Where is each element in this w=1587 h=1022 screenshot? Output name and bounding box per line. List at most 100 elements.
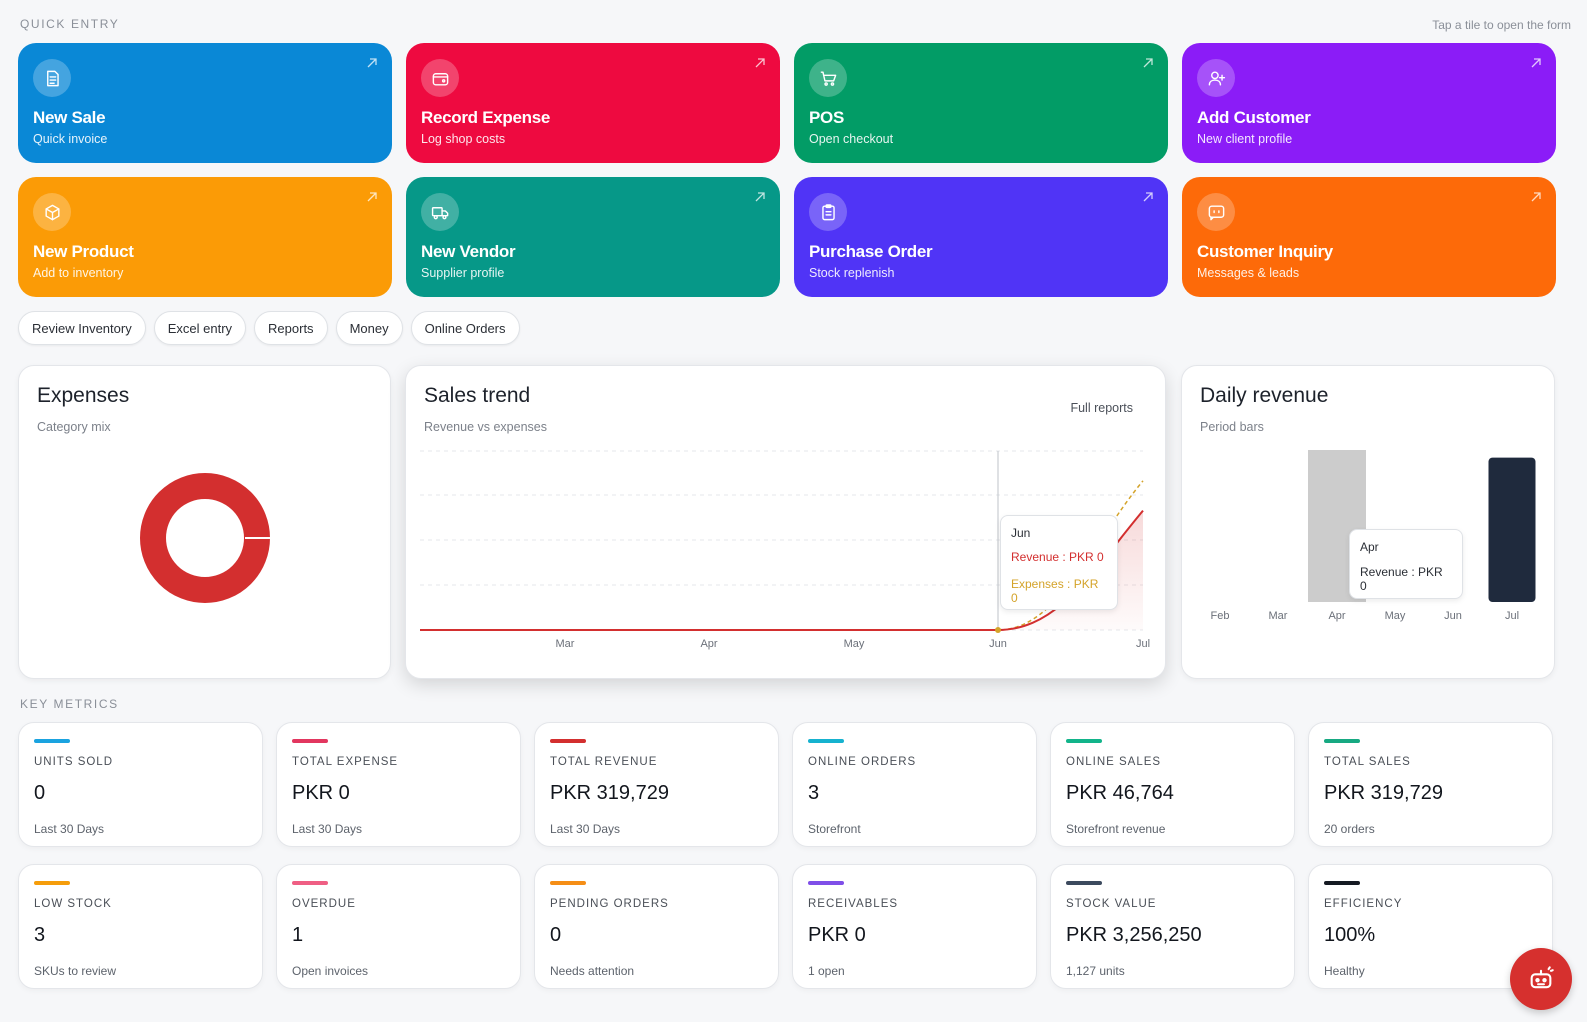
metric-value: PKR 0 bbox=[808, 924, 866, 946]
daily-revenue-title: Daily revenue bbox=[1200, 384, 1329, 407]
metric-card-low-stock: LOW STOCK 3 SKUs to review bbox=[18, 864, 263, 989]
metric-label: PENDING ORDERS bbox=[550, 898, 669, 910]
tile-subtitle: Stock replenish bbox=[809, 266, 895, 280]
daily-revenue-chart: Feb Mar Apr May Jun Jul bbox=[1211, 450, 1536, 622]
sales-trend-title: Sales trend bbox=[424, 384, 531, 407]
quick-tile-customer-inquiry[interactable]: Customer Inquiry Messages & leads bbox=[1182, 177, 1556, 297]
metric-card-overdue: OVERDUE 1 Open invoices bbox=[276, 864, 521, 989]
metric-card-pending-orders: PENDING ORDERS 0 Needs attention bbox=[534, 864, 779, 989]
tile-subtitle: Log shop costs bbox=[421, 132, 506, 146]
arrow-up-right-icon bbox=[1143, 192, 1153, 202]
metric-accent-bar bbox=[550, 881, 586, 885]
daily-revenue-tooltip: Apr Revenue : PKR 0 bbox=[1349, 529, 1463, 599]
x-tick-label: Mar bbox=[556, 638, 575, 650]
robot-icon bbox=[1530, 966, 1554, 989]
metric-footnote: Last 30 Days bbox=[34, 822, 105, 836]
quick-tile-add-customer[interactable]: Add Customer New client profile bbox=[1182, 43, 1556, 163]
x-tick-label: May bbox=[844, 638, 865, 650]
metric-value: 3 bbox=[34, 924, 46, 946]
tooltip-expenses: Expenses : PKR 0 bbox=[1011, 577, 1099, 605]
assistant-bot-button[interactable] bbox=[1510, 948, 1572, 1010]
daily-bar[interactable] bbox=[1488, 457, 1536, 602]
tile-subtitle: Supplier profile bbox=[421, 266, 505, 280]
quick-tile-record-expense[interactable]: Record Expense Log shop costs bbox=[406, 43, 780, 163]
metric-card-total-sales: TOTAL SALES PKR 319,729 20 orders bbox=[1308, 722, 1553, 847]
metric-footnote: Needs attention bbox=[550, 964, 635, 978]
truck-icon bbox=[421, 193, 459, 231]
arrow-up-right-icon bbox=[367, 58, 377, 68]
metric-card-total-expense: TOTAL EXPENSE PKR 0 Last 30 Days bbox=[276, 722, 521, 847]
quick-entry-hint: Tap a tile to open the form bbox=[1432, 18, 1571, 32]
metric-accent-bar bbox=[1066, 881, 1102, 885]
sales-trend-tooltip: Jun Revenue : PKR 0 Expenses : PKR 0 bbox=[1000, 515, 1118, 610]
metric-label: EFFICIENCY bbox=[1324, 898, 1403, 910]
metric-footnote: Storefront bbox=[808, 822, 861, 836]
quick-entry-heading: QUICK ENTRY bbox=[20, 17, 120, 31]
metric-accent-bar bbox=[1324, 881, 1360, 885]
metric-footnote: 1,127 units bbox=[1066, 964, 1125, 978]
quick-tile-pos[interactable]: POS Open checkout bbox=[794, 43, 1168, 163]
metric-value: PKR 46,764 bbox=[1066, 782, 1174, 804]
expenses-title: Expenses bbox=[37, 384, 130, 407]
tooltip-month: Jun bbox=[1011, 526, 1031, 540]
metric-footnote: Last 30 Days bbox=[550, 822, 621, 836]
tile-title: Add Customer bbox=[1197, 108, 1311, 127]
x-tick-label: Mar bbox=[1269, 610, 1288, 622]
quick-tile-purchase-order[interactable]: Purchase Order Stock replenish bbox=[794, 177, 1168, 297]
metric-accent-bar bbox=[34, 739, 70, 743]
shortcut-money[interactable]: Money bbox=[335, 311, 403, 345]
metric-footnote: Last 30 Days bbox=[292, 822, 363, 836]
arrow-up-right-icon bbox=[1531, 58, 1541, 68]
metric-label: TOTAL SALES bbox=[1324, 756, 1411, 768]
metric-value: PKR 319,729 bbox=[550, 782, 669, 804]
key-metrics-grid: UNITS SOLD 0 Last 30 Days TOTAL EXPENSE PKR … bbox=[18, 722, 1553, 989]
daily-revenue-card: Daily revenue Period bars Feb Mar Apr May Ju… bbox=[1181, 365, 1555, 679]
metric-card-total-revenue: TOTAL REVENUE PKR 319,729 Last 30 Days bbox=[534, 722, 779, 847]
expenses-donut-chart bbox=[140, 473, 271, 603]
tile-subtitle: Add to inventory bbox=[33, 266, 124, 280]
shortcut-online-orders[interactable]: Online Orders bbox=[410, 311, 520, 345]
metric-value: PKR 0 bbox=[292, 782, 350, 804]
arrow-up-right-icon bbox=[1531, 192, 1541, 202]
metric-value: 100% bbox=[1324, 924, 1376, 946]
shortcut-review-inventory[interactable]: Review Inventory bbox=[18, 311, 146, 345]
wallet-icon bbox=[421, 59, 459, 97]
hover-point bbox=[995, 627, 1001, 633]
quick-tile-new-sale[interactable]: New Sale Quick invoice bbox=[18, 43, 392, 163]
message-icon bbox=[1197, 193, 1235, 231]
metric-accent-bar bbox=[34, 881, 70, 885]
expenses-donut-slice[interactable] bbox=[140, 473, 270, 603]
quick-entry-tiles: New Sale Quick invoice Record Expense Log s… bbox=[18, 43, 1574, 297]
quick-tile-new-vendor[interactable]: New Vendor Supplier profile bbox=[406, 177, 780, 297]
metric-accent-bar bbox=[1324, 739, 1360, 743]
metric-card-online-sales: ONLINE SALES PKR 46,764 Storefront revenue bbox=[1050, 722, 1295, 847]
metric-card-stock-value: STOCK VALUE PKR 3,256,250 1,127 units bbox=[1050, 864, 1295, 989]
daily-revenue-subtitle: Period bars bbox=[1200, 420, 1264, 434]
tile-title: New Product bbox=[33, 242, 134, 261]
x-tick-label: Jul bbox=[1136, 638, 1150, 650]
metric-footnote: SKUs to review bbox=[34, 964, 117, 978]
metric-value: 3 bbox=[808, 782, 820, 804]
metric-label: UNITS SOLD bbox=[34, 756, 114, 768]
x-tick-label: Jun bbox=[989, 638, 1007, 650]
metric-label: TOTAL REVENUE bbox=[550, 756, 658, 768]
metric-label: RECEIVABLES bbox=[808, 898, 899, 910]
tile-subtitle: Quick invoice bbox=[33, 132, 108, 146]
full-reports-link[interactable]: Full reports bbox=[1070, 401, 1133, 415]
tile-title: Customer Inquiry bbox=[1197, 242, 1333, 261]
metric-label: LOW STOCK bbox=[34, 898, 112, 910]
x-tick-label: Jul bbox=[1505, 610, 1519, 622]
quick-tile-new-product[interactable]: New Product Add to inventory bbox=[18, 177, 392, 297]
x-tick-label: May bbox=[1385, 610, 1406, 622]
tile-title: POS bbox=[809, 108, 845, 127]
metric-footnote: Healthy bbox=[1324, 964, 1365, 978]
daily-tooltip-month: Apr bbox=[1360, 540, 1379, 554]
metric-footnote: Open invoices bbox=[292, 964, 369, 978]
metric-accent-bar bbox=[808, 881, 844, 885]
metric-accent-bar bbox=[550, 739, 586, 743]
metric-value: PKR 3,256,250 bbox=[1066, 924, 1202, 946]
shortcut-reports[interactable]: Reports bbox=[254, 311, 328, 345]
metric-footnote: 1 open bbox=[808, 964, 845, 978]
x-tick-label: Apr bbox=[1328, 610, 1345, 622]
shortcut-excel-entry[interactable]: Excel entry bbox=[153, 311, 247, 345]
